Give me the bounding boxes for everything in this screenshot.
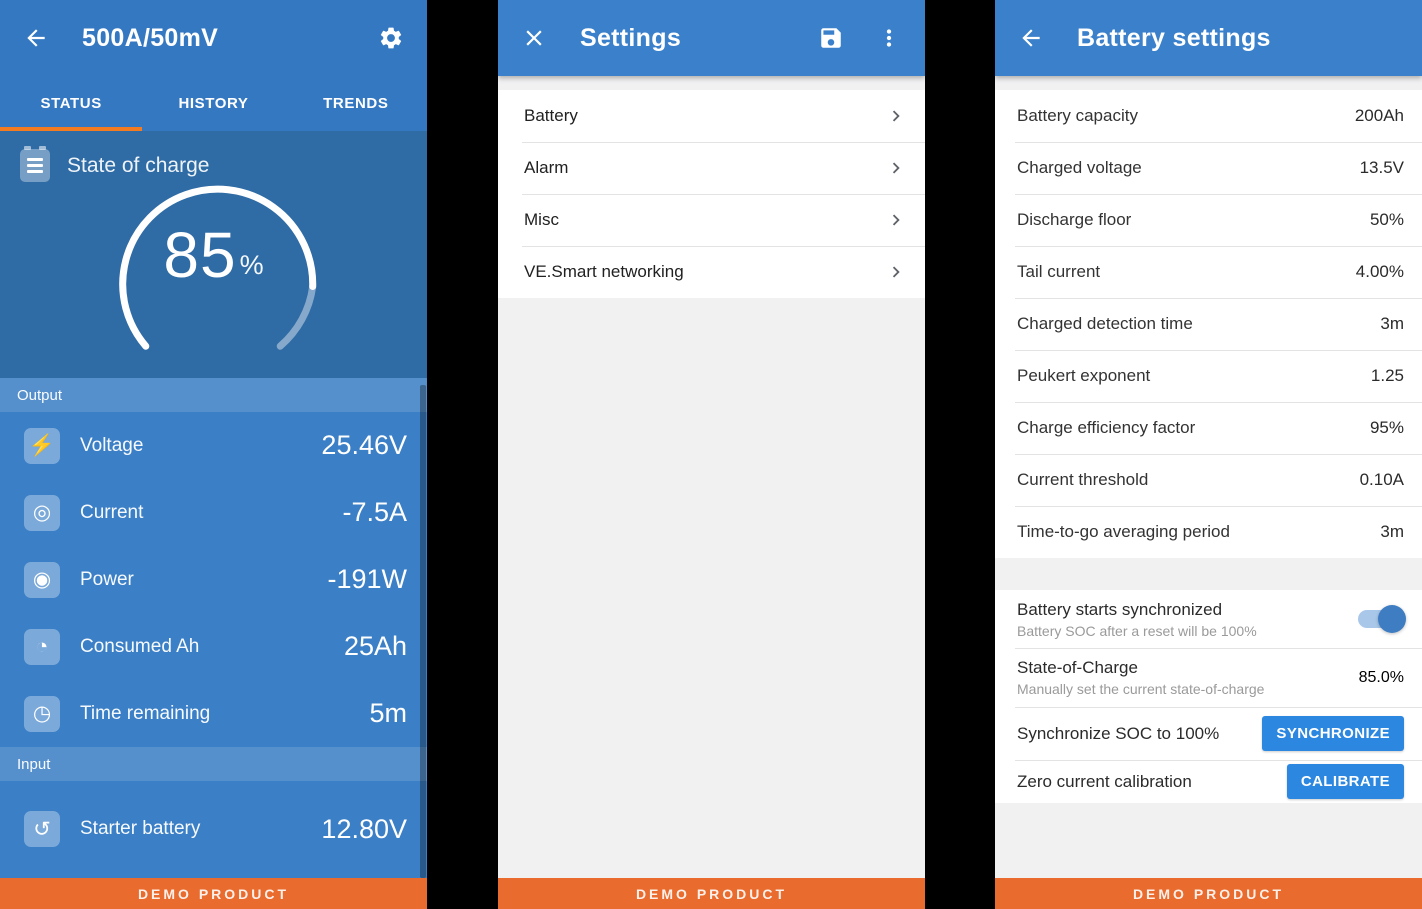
soc-value: 85% — [163, 218, 264, 291]
back-arrow-icon[interactable] — [1017, 24, 1045, 52]
row-starter-battery: ↺ Starter battery 12.80V — [0, 781, 427, 877]
setting-charge-efficiency-factor[interactable]: Charge efficiency factor 95% — [995, 402, 1422, 454]
row-current: ◎ Current -7.5A — [0, 479, 427, 546]
overflow-menu-icon[interactable] — [875, 24, 903, 52]
synchronize-button[interactable]: SYNCHRONIZE — [1262, 716, 1404, 751]
settings-screen: Settings Battery Alarm Misc — [498, 0, 925, 909]
setting-charged-detection-time[interactable]: Charged detection time 3m — [995, 298, 1422, 350]
setting-battery-capacity[interactable]: Battery capacity 200Ah — [995, 90, 1422, 142]
state-of-charge-card: State of charge 85% — [0, 131, 427, 378]
settings-item-battery[interactable]: Battery — [498, 90, 925, 142]
battery-starts-synchronized-toggle[interactable] — [1358, 605, 1406, 633]
chevron-right-icon — [885, 105, 907, 127]
soc-label: State of charge — [67, 153, 210, 177]
scrollbar[interactable] — [420, 385, 426, 878]
tab-status[interactable]: STATUS — [0, 76, 143, 131]
demo-product-banner: DEMO PRODUCT — [498, 878, 925, 909]
setting-synchronize-soc: Synchronize SOC to 100% SYNCHRONIZE — [995, 707, 1422, 760]
battery-soc-icon — [20, 146, 50, 182]
power-battery-icon: ◉ — [24, 561, 60, 598]
settings-item-alarm[interactable]: Alarm — [498, 142, 925, 194]
calibrate-button[interactable]: CALIBRATE — [1286, 764, 1404, 799]
time-remaining-icon: ◷ — [24, 695, 60, 732]
section-header-input: Input — [0, 747, 427, 781]
back-arrow-icon[interactable] — [22, 24, 50, 52]
state-of-charge-value: 85.0% — [1358, 668, 1404, 686]
settings-title: Settings — [580, 23, 682, 52]
close-icon[interactable] — [520, 24, 548, 52]
settings-appbar: Settings — [498, 0, 925, 76]
tab-trends[interactable]: TRENDS — [323, 95, 389, 112]
section-header-output: Output — [0, 378, 427, 412]
device-title: 500A/50mV — [82, 23, 219, 52]
battery-settings-screen: Battery settings Battery capacity 200Ah … — [995, 0, 1422, 909]
setting-tail-current[interactable]: Tail current 4.00% — [995, 246, 1422, 298]
settings-list: Battery Alarm Misc VE.Smart networking — [498, 90, 925, 298]
setting-charged-voltage[interactable]: Charged voltage 13.5V — [995, 142, 1422, 194]
battery-sync-section: Battery starts synchronized Battery SOC … — [995, 590, 1422, 803]
status-appbar: 500A/50mV — [0, 0, 427, 76]
row-time-remaining: ◷ Time remaining 5m — [0, 680, 427, 747]
setting-discharge-floor[interactable]: Discharge floor 50% — [995, 194, 1422, 246]
voltage-battery-icon: ⚡ — [24, 427, 60, 464]
setting-battery-starts-synchronized[interactable]: Battery starts synchronized Battery SOC … — [995, 590, 1422, 648]
chevron-right-icon — [885, 261, 907, 283]
starter-battery-icon: ↺ — [24, 811, 60, 847]
row-consumed-ah: ◔ Consumed Ah 25Ah — [0, 613, 427, 680]
save-icon[interactable] — [817, 24, 845, 52]
setting-current-threshold[interactable]: Current threshold 0.10A — [995, 454, 1422, 506]
consumed-ah-icon: ◔ — [24, 628, 60, 665]
settings-item-vesmart-networking[interactable]: VE.Smart networking — [498, 246, 925, 298]
chevron-right-icon — [885, 157, 907, 179]
setting-state-of-charge[interactable]: State-of-Charge Manually set the current… — [995, 648, 1422, 707]
battery-settings-appbar: Battery settings — [995, 0, 1422, 76]
gear-icon[interactable] — [377, 24, 405, 52]
current-battery-icon: ◎ — [24, 494, 60, 531]
demo-product-banner: DEMO PRODUCT — [0, 878, 427, 909]
status-screen: 500A/50mV STATUS HISTORY TRENDS State of… — [0, 0, 427, 909]
settings-item-misc[interactable]: Misc — [498, 194, 925, 246]
setting-peukert-exponent[interactable]: Peukert exponent 1.25 — [995, 350, 1422, 402]
setting-time-to-go-averaging-period[interactable]: Time-to-go averaging period 3m — [995, 506, 1422, 558]
chevron-right-icon — [885, 209, 907, 231]
row-voltage: ⚡ Voltage 25.46V — [0, 412, 427, 479]
tab-history[interactable]: HISTORY — [178, 95, 249, 112]
battery-settings-list: Battery capacity 200Ah Charged voltage 1… — [995, 90, 1422, 558]
demo-product-banner: DEMO PRODUCT — [995, 878, 1422, 909]
setting-zero-current-calibration: Zero current calibration CALIBRATE — [995, 760, 1422, 803]
tab-bar: STATUS HISTORY TRENDS — [0, 76, 427, 131]
row-power: ◉ Power -191W — [0, 546, 427, 613]
battery-settings-title: Battery settings — [1077, 23, 1271, 52]
soc-gauge — [119, 185, 317, 350]
